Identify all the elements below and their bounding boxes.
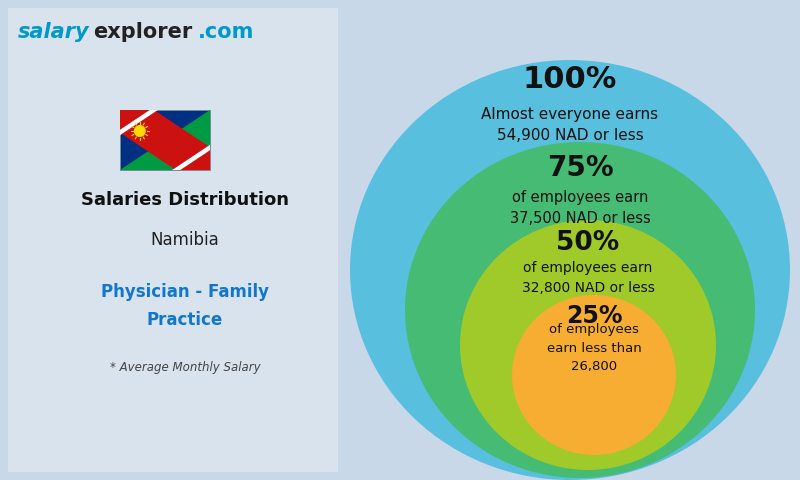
- Polygon shape: [120, 110, 210, 170]
- Text: 100%: 100%: [523, 65, 617, 95]
- Text: of employees earn
32,800 NAD or less: of employees earn 32,800 NAD or less: [522, 261, 654, 295]
- Text: Salaries Distribution: Salaries Distribution: [81, 191, 289, 209]
- FancyBboxPatch shape: [8, 8, 338, 472]
- Text: 75%: 75%: [546, 154, 614, 182]
- Text: of employees
earn less than
26,800: of employees earn less than 26,800: [546, 323, 642, 373]
- Ellipse shape: [134, 125, 146, 137]
- Polygon shape: [172, 145, 210, 170]
- Text: Namibia: Namibia: [150, 231, 219, 249]
- Text: of employees earn
37,500 NAD or less: of employees earn 37,500 NAD or less: [510, 190, 650, 226]
- Bar: [120, 110, 210, 170]
- Ellipse shape: [460, 220, 716, 470]
- Ellipse shape: [512, 295, 676, 455]
- Text: salary: salary: [18, 22, 90, 42]
- Polygon shape: [120, 110, 210, 170]
- Ellipse shape: [405, 142, 755, 478]
- Text: explorer: explorer: [93, 22, 192, 42]
- Text: Almost everyone earns
54,900 NAD or less: Almost everyone earns 54,900 NAD or less: [482, 107, 658, 144]
- Text: Physician - Family: Physician - Family: [101, 283, 269, 301]
- Text: 25%: 25%: [566, 304, 622, 328]
- Ellipse shape: [350, 60, 790, 480]
- Text: 50%: 50%: [556, 230, 620, 256]
- Text: .com: .com: [198, 22, 254, 42]
- Text: Practice: Practice: [147, 311, 223, 329]
- Polygon shape: [120, 110, 158, 135]
- Text: * Average Monthly Salary: * Average Monthly Salary: [110, 361, 260, 374]
